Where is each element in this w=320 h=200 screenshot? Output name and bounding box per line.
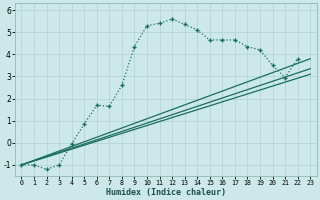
X-axis label: Humidex (Indice chaleur): Humidex (Indice chaleur): [106, 188, 226, 197]
